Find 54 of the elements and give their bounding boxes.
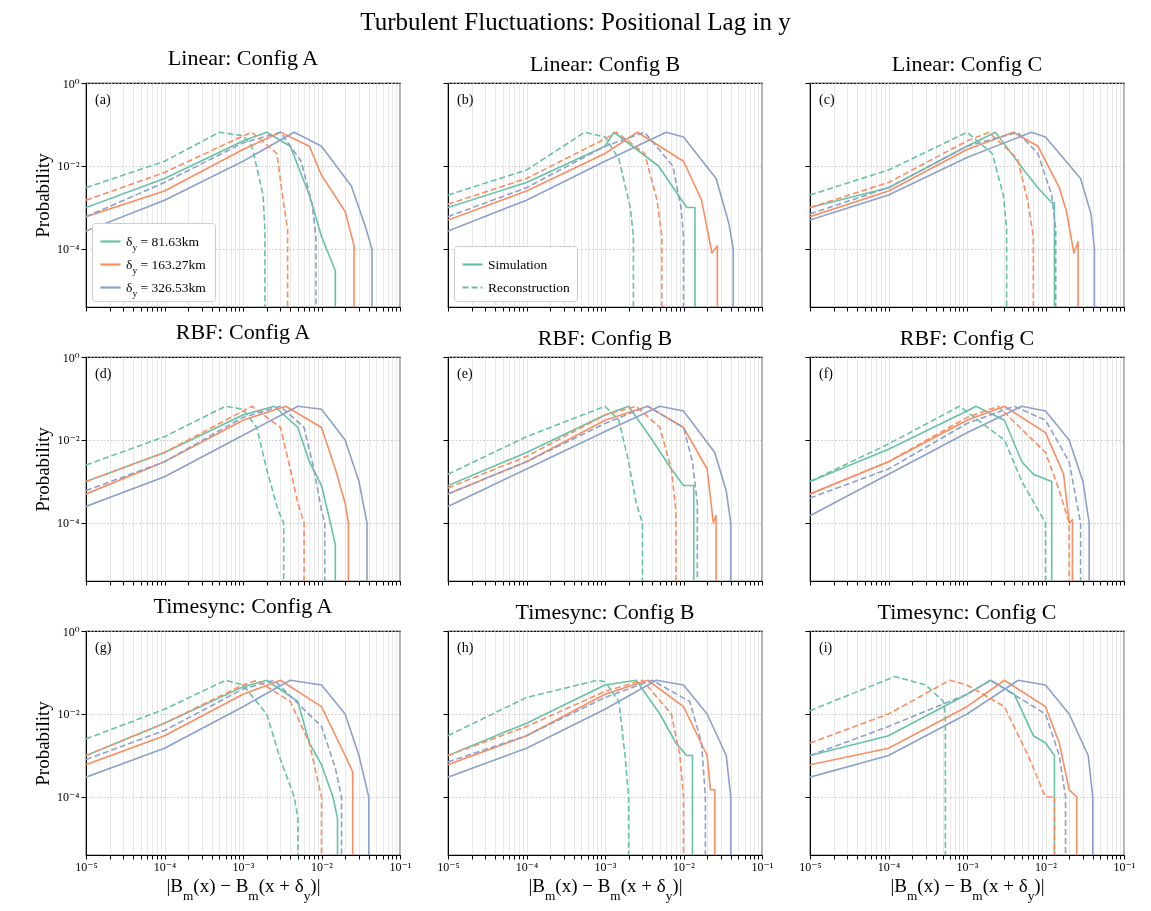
y-axis-title: Probability: [31, 700, 53, 786]
y-tick-label: 10⁻⁴: [56, 242, 80, 257]
y-tick-label: 10⁻²: [57, 159, 80, 174]
legend-label: δ$_{y}$ = 163.27km: [126, 256, 207, 276]
annotation: (c): [819, 92, 835, 108]
y-tick-label: 10⁻²: [57, 433, 80, 448]
annotation: (b): [457, 92, 474, 108]
chart-title: Timesync: Config A: [153, 593, 333, 618]
legend-label: δ$_{y}$ = 81.63km: [126, 233, 200, 253]
x-tick-label: 10⁻³: [594, 859, 617, 874]
annotation: (f): [819, 366, 834, 382]
y-tick-label: 10⁻²: [57, 707, 80, 722]
chart-title: Timesync: Config C: [877, 598, 1057, 624]
chart-title: RBF: Config C: [899, 324, 1035, 350]
y-tick-label: 10⁻⁴: [56, 790, 80, 805]
chart-title: Timesync: Config B: [515, 598, 695, 624]
annotation: (e): [457, 366, 473, 382]
chart-title: Linear: Config A: [167, 45, 319, 70]
legend-label: δ$_{y}$ = 326.53km: [126, 279, 207, 299]
chart-title: RBF: Config A: [175, 319, 311, 344]
x-tick-label: 10⁻⁵: [437, 859, 460, 874]
x-tick-label: 10⁻²: [1035, 859, 1058, 874]
x-tick-label: 10⁻³: [232, 859, 255, 874]
x-tick-label: 10⁻²: [673, 859, 696, 874]
y-axis-title: Probability: [31, 426, 53, 512]
x-tick-label: 10⁻³: [956, 859, 979, 874]
y-axis-title: Probability: [31, 152, 53, 238]
y-tick-label: 10⁻⁴: [56, 516, 80, 531]
x-axis-title: |B$_{m}$(x) − B$_{m}$(x + δ$_{y}$)|: [166, 874, 321, 902]
x-tick-label: 10⁻¹: [389, 859, 412, 874]
annotation: (i): [819, 640, 833, 656]
x-axis-title: |B$_{m}$(x) − B$_{m}$(x + δ$_{y}$)|: [890, 874, 1045, 902]
y-tick-label: 10⁰: [62, 76, 80, 91]
x-tick-label: 10⁻⁴: [515, 859, 539, 874]
x-tick-label: 10⁻⁵: [75, 859, 98, 874]
annotation: (h): [457, 640, 474, 656]
y-tick-label: 10⁰: [62, 624, 80, 639]
x-tick-label: 10⁻⁴: [877, 859, 901, 874]
x-axis-title: |B$_{m}$(x) − B$_{m}$(x + δ$_{y}$)|: [528, 874, 683, 902]
chart-title: RBF: Config B: [537, 324, 673, 350]
annotation: (g): [95, 640, 112, 656]
legend-label: Reconstruction: [488, 279, 570, 295]
x-tick-label: 10⁻⁵: [799, 859, 822, 874]
text: Turbulent Fluctuations: Positional Lag in y: [359, 8, 792, 36]
chart-title: Linear: Config C: [891, 50, 1043, 76]
x-tick-label: 10⁻⁴: [153, 859, 177, 874]
annotation: (d): [95, 366, 112, 382]
chart-title: Linear: Config B: [529, 50, 681, 76]
x-tick-label: 10⁻¹: [751, 859, 774, 874]
annotation: (a): [95, 92, 111, 108]
x-tick-label: 10⁻¹: [1113, 859, 1136, 874]
y-tick-label: 10⁰: [62, 350, 80, 365]
legend-label: Simulation: [488, 256, 548, 272]
x-tick-label: 10⁻²: [311, 859, 334, 874]
